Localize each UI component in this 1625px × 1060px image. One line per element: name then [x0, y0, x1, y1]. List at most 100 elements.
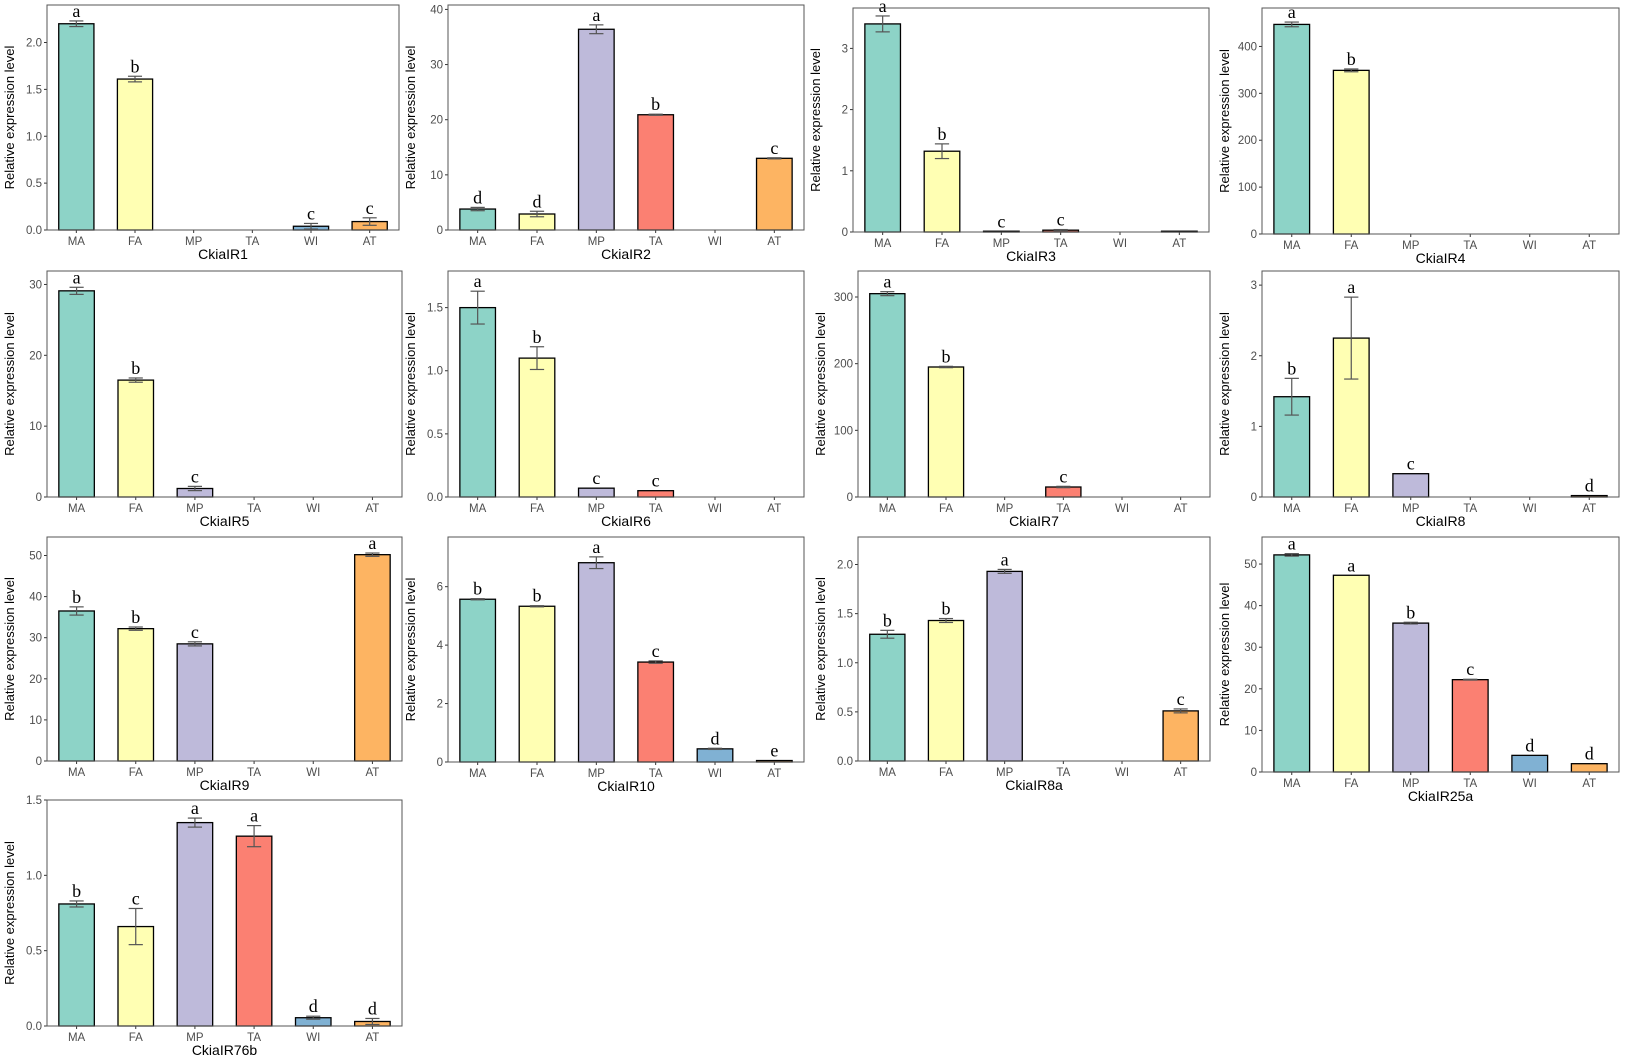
x-category-label: WI [1115, 503, 1129, 515]
y-tick-label: 3 [842, 43, 848, 55]
significance-letter: d [1525, 735, 1534, 755]
x-category-label: WI [708, 768, 722, 780]
bar-fa [117, 628, 155, 762]
x-category-label: MP [186, 1032, 204, 1044]
chart-panel: 0.0 0.5 1.0 1.5 2.0 a MA b FA MP TA c WI c AT Relative … [2, 1, 400, 262]
significance-letter: a [1288, 2, 1296, 22]
significance-letter: a [73, 267, 81, 287]
y-tick-label: 0 [437, 757, 443, 769]
bar-ma [58, 903, 95, 1027]
x-category-label: MP [185, 236, 203, 248]
significance-letter: a [1347, 277, 1355, 297]
significance-letter: c [307, 203, 315, 223]
plot-frame [46, 270, 403, 498]
y-axis-label: Relative expression level [813, 312, 828, 456]
plot-frame [1261, 536, 1620, 773]
y-tick-label: 300 [1238, 88, 1257, 100]
x-category-label: AT [1174, 503, 1188, 515]
y-axis-label: Relative expression level [403, 312, 418, 456]
y-tick-label: 30 [29, 279, 42, 291]
y-tick-label: 10 [1244, 725, 1257, 737]
x-category-label: TA [649, 768, 663, 780]
y-tick-label: 300 [834, 292, 853, 304]
x-category-label: AT [365, 503, 379, 515]
y-tick-label: 20 [29, 350, 42, 362]
significance-letter: b [72, 587, 81, 607]
bar-mp [176, 643, 214, 762]
x-category-label: WI [1523, 778, 1537, 790]
bar-ma [58, 290, 95, 498]
bar-fa [927, 366, 965, 498]
significance-letter: c [191, 466, 199, 486]
chart-panel: 0 10 20 30 40 50 a MA a FA b MP c TA d WI d AT Relative ex… [1217, 534, 1620, 804]
y-tick-label: 1.0 [26, 870, 42, 882]
significance-letter: a [592, 5, 600, 25]
plot-frame [447, 536, 805, 763]
y-tick-label: 2 [842, 105, 848, 117]
y-tick-label: 20 [1244, 684, 1257, 696]
x-category-label: FA [530, 503, 544, 515]
significance-letter: a [474, 271, 482, 291]
y-tick-label: 1 [1251, 421, 1257, 433]
significance-letter: a [250, 806, 258, 826]
x-category-label: MP [1402, 503, 1420, 515]
y-tick-label: 0 [1251, 767, 1257, 779]
significance-letter: d [711, 728, 720, 748]
x-category-label: MP [186, 503, 204, 515]
x-category-label: AT [1582, 778, 1596, 790]
x-category-label: TA [245, 236, 259, 248]
x-category-label: FA [129, 767, 143, 779]
y-tick-label: 2 [437, 699, 443, 711]
significance-letter: c [1466, 659, 1474, 679]
x-category-label: FA [129, 1032, 143, 1044]
y-tick-label: 30 [430, 60, 443, 72]
bar-mp [577, 28, 615, 231]
y-axis-label: Relative expression level [403, 45, 418, 189]
y-tick-label: 100 [1238, 182, 1257, 194]
bar-ma [864, 23, 902, 233]
x-category-label: FA [935, 238, 949, 250]
significance-letter: b [473, 579, 482, 599]
significance-letter: c [592, 468, 600, 488]
gene-name-label: CkiaIR76b [192, 1042, 258, 1058]
gene-name-label: CkiaIR10 [597, 778, 655, 794]
gene-name-label: CkiaIR4 [1416, 250, 1466, 266]
x-category-label: AT [1582, 503, 1596, 515]
y-axis-label: Relative expression level [1217, 49, 1232, 193]
bar-wi [1511, 754, 1549, 773]
x-category-label: WI [306, 1032, 320, 1044]
y-tick-label: 6 [437, 582, 443, 594]
bar-mp [986, 570, 1023, 762]
y-tick-label: 0.5 [427, 429, 443, 441]
bar-ma [1273, 554, 1311, 773]
significance-letter: c [1059, 466, 1067, 486]
chart-panel: 0.0 0.5 1.0 1.5 2.0 b MA b FA a MP TA WI c AT Relative … [813, 536, 1211, 793]
y-tick-label: 10 [29, 715, 42, 727]
significance-letter: b [533, 586, 542, 606]
x-category-label: TA [247, 767, 261, 779]
y-axis-label: Relative expression level [1217, 312, 1232, 456]
x-category-label: AT [365, 767, 379, 779]
bar-fa [1332, 69, 1370, 235]
x-category-label: MP [996, 503, 1014, 515]
gene-name-label: CkiaIR5 [200, 513, 250, 529]
y-tick-label: 2.0 [837, 560, 853, 572]
plot-frame [1261, 270, 1620, 498]
y-axis-label: Relative expression level [808, 48, 823, 192]
x-category-label: FA [1344, 240, 1358, 252]
x-category-label: MA [68, 1032, 86, 1044]
significance-letter: a [592, 537, 600, 557]
plot-frame [46, 536, 403, 762]
bar-ma [1273, 23, 1311, 235]
y-tick-label: 1.0 [427, 366, 443, 378]
y-tick-label: 40 [29, 592, 42, 604]
bar-ta [235, 835, 273, 1027]
y-tick-label: 4 [437, 640, 444, 652]
bar-ta [1451, 679, 1489, 773]
x-category-label: AT [1174, 767, 1188, 779]
x-category-label: MP [996, 767, 1014, 779]
x-category-label: WI [304, 236, 318, 248]
significance-letter: a [1001, 549, 1009, 569]
significance-letter: c [1177, 689, 1185, 709]
